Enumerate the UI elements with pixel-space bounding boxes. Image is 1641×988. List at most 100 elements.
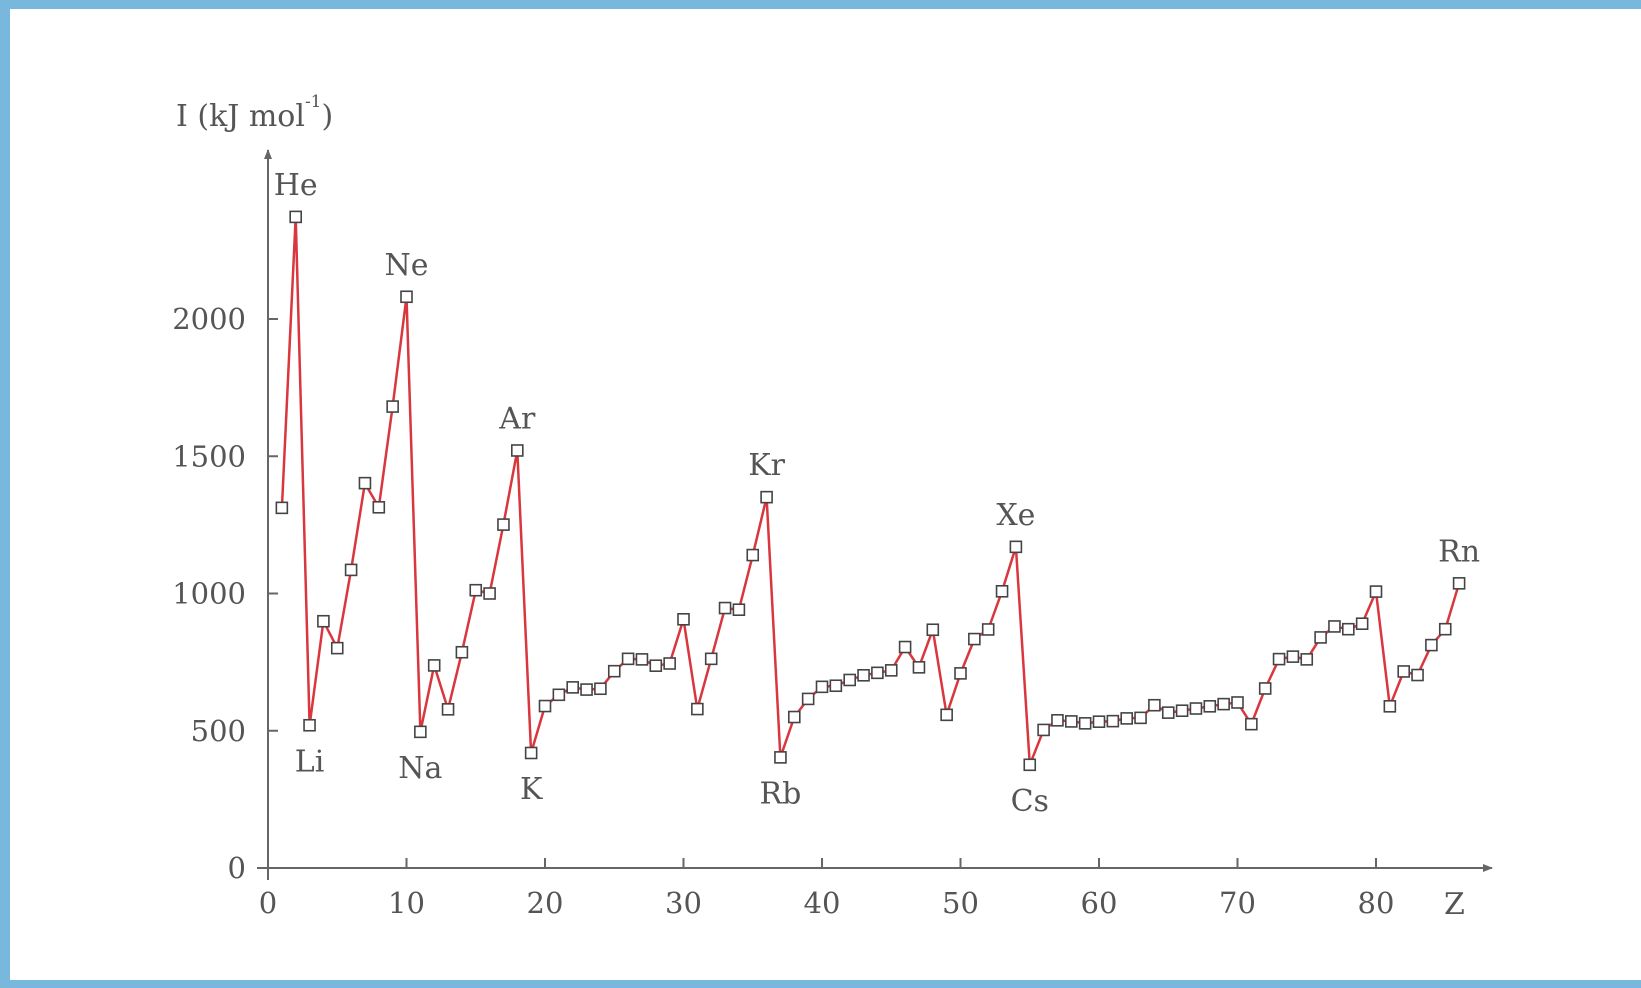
data-point	[871, 666, 884, 680]
data-point	[1452, 577, 1466, 590]
data-point-markers	[275, 210, 1466, 772]
data-point	[774, 751, 787, 764]
data-point	[497, 518, 510, 531]
data-point	[1383, 700, 1397, 713]
axes	[257, 149, 1493, 880]
data-point	[1051, 714, 1064, 727]
element-label: Rn	[1438, 534, 1480, 569]
data-point	[372, 501, 386, 514]
data-point	[1009, 540, 1023, 554]
data-point	[580, 683, 593, 696]
data-point	[677, 613, 690, 626]
data-point	[1245, 717, 1258, 731]
series-line-group	[280, 215, 1461, 767]
data-point	[1425, 638, 1438, 652]
x-tick-label: 10	[388, 886, 425, 920]
data-point	[621, 652, 635, 666]
data-point	[1092, 715, 1106, 728]
element-label: Rb	[760, 776, 802, 811]
data-point	[884, 664, 898, 677]
data-point	[344, 563, 358, 577]
data-point	[483, 587, 496, 600]
x-tick-label: 20	[527, 886, 564, 920]
y-tick-label: 2000	[172, 302, 246, 336]
data-point	[1231, 696, 1244, 709]
data-point	[469, 583, 483, 597]
data-point	[1023, 758, 1037, 772]
data-point	[691, 702, 704, 716]
data-point	[1134, 711, 1147, 725]
data-point	[414, 725, 427, 739]
x-axis-title: Z	[1444, 887, 1465, 922]
data-point	[898, 640, 912, 654]
data-point	[1203, 700, 1217, 713]
element-label: Ne	[384, 248, 428, 283]
data-point	[829, 679, 843, 693]
data-point	[400, 290, 413, 304]
data-point	[649, 659, 663, 672]
data-point	[1314, 631, 1327, 644]
y-tick-label: 0	[228, 851, 246, 885]
data-point	[538, 699, 552, 713]
data-point	[760, 490, 773, 504]
x-ticks: 0 10 20 30 40 50 60 70 80	[259, 858, 1395, 920]
data-point	[1300, 653, 1314, 666]
data-point	[1106, 714, 1120, 728]
data-point	[441, 703, 455, 716]
data-point	[1397, 665, 1410, 678]
data-point	[912, 661, 926, 674]
data-point	[552, 688, 566, 702]
data-point	[1355, 617, 1369, 630]
data-point	[1369, 585, 1383, 598]
data-point	[704, 652, 718, 666]
element-label: Li	[295, 744, 325, 779]
data-point	[607, 664, 621, 678]
element-label: K	[520, 772, 543, 807]
element-label: Kr	[748, 448, 785, 483]
data-point	[718, 601, 732, 615]
x-tick-label: 0	[259, 886, 277, 920]
data-point	[635, 653, 649, 666]
element-annotations: He Li Ne Na Ar K Kr Rb Xe Cs Rn	[274, 168, 1480, 819]
data-point	[1342, 622, 1355, 636]
data-point	[843, 673, 857, 687]
data-point	[1217, 697, 1230, 711]
series-line	[280, 215, 1461, 767]
x-tick-label: 70	[1219, 886, 1256, 920]
x-tick-label: 40	[804, 886, 841, 920]
data-point	[510, 444, 524, 457]
data-point	[981, 623, 995, 636]
data-point	[1065, 715, 1078, 728]
data-point	[386, 400, 399, 413]
x-tick-label: 80	[1358, 886, 1395, 920]
data-point	[1078, 717, 1092, 730]
y-tick-label: 500	[191, 714, 246, 748]
data-point	[1438, 622, 1452, 636]
element-label: Ar	[498, 401, 536, 436]
data-point	[330, 641, 344, 655]
x-tick-label: 50	[942, 886, 979, 920]
data-point	[566, 681, 580, 694]
data-point	[1272, 652, 1286, 666]
data-point	[1148, 698, 1161, 712]
data-point	[358, 476, 372, 490]
x-tick-label: 30	[665, 886, 702, 920]
y-tick-label: 1000	[172, 577, 246, 611]
data-point	[524, 746, 538, 760]
x-tick-label: 60	[1081, 886, 1118, 920]
data-point	[1120, 712, 1133, 725]
data-point	[1037, 723, 1050, 737]
data-point	[1286, 650, 1300, 663]
element-label: He	[274, 168, 318, 203]
data-point	[732, 603, 746, 616]
element-label: Cs	[1011, 784, 1049, 819]
element-label: Xe	[996, 498, 1035, 533]
data-point	[815, 680, 829, 694]
y-tick-label: 1500	[172, 439, 246, 473]
y-ticks: 0 500 1000 1500 2000	[172, 302, 278, 885]
data-point	[940, 708, 953, 722]
data-point	[1161, 706, 1175, 719]
y-axis-title: I (kJ mol-1)	[176, 92, 333, 134]
